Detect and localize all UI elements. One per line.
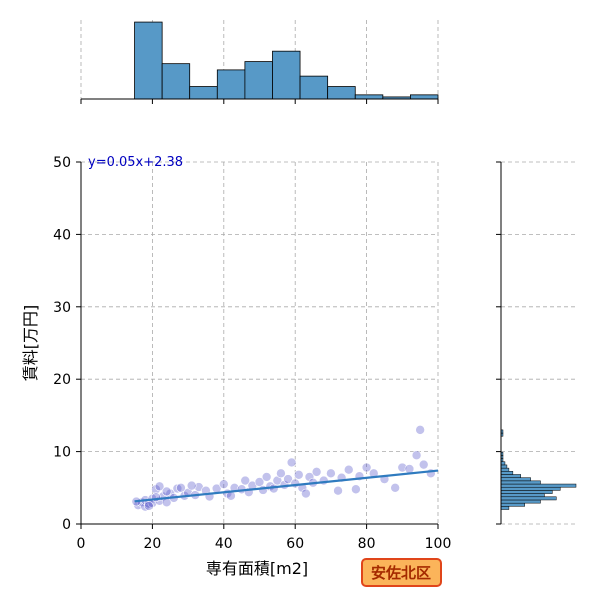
y-axis-label: 賃料[万円] (21, 305, 40, 382)
scatter-point (415, 425, 425, 435)
hist-bar (354, 94, 384, 100)
scatter-point (240, 475, 251, 486)
scatter-point (276, 468, 286, 479)
scatter-point (261, 472, 272, 482)
x-tick-label: 60 (286, 536, 304, 552)
hist-bar (244, 61, 273, 100)
badge: 安佐北区 (371, 564, 431, 582)
scatter-point (304, 472, 315, 482)
scatter-point (254, 477, 265, 487)
x-tick-label: 40 (215, 536, 233, 552)
y-tick-label: 20 (53, 372, 71, 388)
scatter-point (318, 475, 329, 486)
hist-bar (327, 86, 356, 100)
hist-bar (500, 499, 541, 504)
x-tick-label: 0 (77, 536, 86, 552)
y-tick-label: 30 (53, 300, 71, 316)
scatter-point (361, 462, 372, 473)
annotation: y=0.05x+2.38 (88, 155, 183, 170)
hist-bar (500, 461, 506, 466)
hist-bar (134, 21, 163, 100)
scatter-point (397, 462, 408, 473)
hist-bar (500, 506, 510, 510)
y-tick-label: 10 (53, 445, 71, 461)
hist-bar (410, 94, 439, 100)
hist-bar (500, 496, 557, 501)
scatter-point (176, 482, 186, 493)
hist-bar (500, 486, 561, 491)
x-tick-label: 100 (425, 536, 452, 552)
hist-bar (500, 474, 521, 478)
regression-line (134, 469, 439, 503)
y-tick-label: 40 (53, 227, 71, 243)
scatter-point (144, 501, 154, 511)
scatter-point (286, 457, 297, 468)
badge-box (361, 558, 442, 587)
scatter-point (326, 468, 336, 479)
scatter-point (283, 474, 293, 484)
scatter-point (351, 484, 361, 495)
scatter-point (418, 459, 429, 470)
scatter-point (172, 483, 183, 494)
hist-bar (500, 467, 510, 472)
scatter-point (154, 481, 165, 492)
hist-bar (500, 502, 525, 507)
hist-bar (272, 50, 301, 100)
hist-bar (189, 86, 218, 100)
scatter-point (411, 450, 422, 461)
hist-bar (500, 471, 514, 475)
hist-bar (500, 464, 508, 469)
scatter-point (186, 480, 197, 491)
hist-bar (216, 69, 246, 100)
hist-bar (161, 63, 191, 100)
scatter-point (311, 467, 322, 477)
x-tick-label: 20 (143, 536, 161, 552)
scatter-point (343, 464, 354, 475)
x-tick-label: 80 (358, 536, 376, 552)
hist-bar (500, 480, 541, 485)
scatter-point (301, 488, 311, 499)
scatter-point (390, 482, 400, 493)
scatter-point (293, 469, 304, 480)
y-tick-label: 50 (53, 155, 71, 171)
hist-bar (299, 75, 329, 100)
hist-bar (500, 490, 553, 494)
hist-bar (500, 493, 545, 498)
scatter-point (219, 479, 229, 489)
hist-bar (500, 477, 531, 482)
scatter-point (161, 486, 172, 497)
x-axis-label: 専有面積[m2] (206, 559, 308, 578)
hist-bar (500, 483, 577, 488)
y-tick-label: 0 (62, 517, 71, 533)
scatter-point (333, 485, 343, 496)
